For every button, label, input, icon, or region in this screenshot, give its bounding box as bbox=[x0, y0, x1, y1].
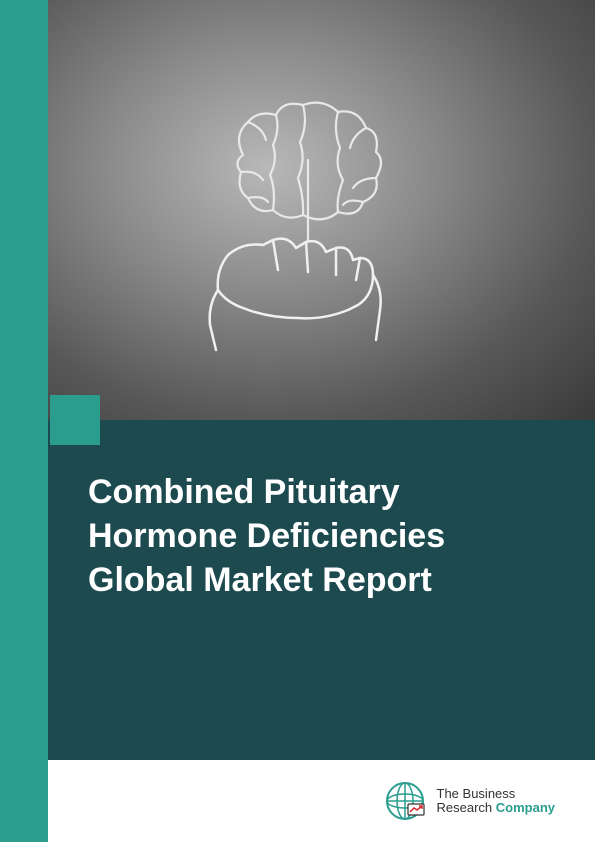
title-line-1: Combined Pituitary bbox=[88, 470, 555, 514]
title-line-3: Global Market Report bbox=[88, 558, 555, 602]
logo-text-line-2: Research Company bbox=[437, 801, 555, 815]
logo-globe-icon bbox=[383, 779, 427, 823]
report-cover: Combined Pituitary Hormone Deficiencies … bbox=[0, 0, 595, 842]
logo-word-the: The bbox=[437, 786, 463, 801]
hero-image-section bbox=[0, 0, 595, 420]
logo-text: The Business Research Company bbox=[437, 787, 555, 816]
report-title: Combined Pituitary Hormone Deficiencies … bbox=[88, 470, 555, 603]
logo-word-research: Research bbox=[437, 800, 496, 815]
left-accent-bar bbox=[0, 0, 48, 842]
logo-word-business: Business bbox=[463, 786, 516, 801]
company-logo: The Business Research Company bbox=[383, 779, 555, 823]
accent-square bbox=[50, 395, 100, 445]
logo-word-company: Company bbox=[496, 800, 555, 815]
title-line-2: Hormone Deficiencies bbox=[88, 514, 555, 558]
logo-text-line-1: The Business bbox=[437, 787, 555, 801]
brain-hand-illustration bbox=[148, 60, 448, 360]
logo-section: The Business Research Company bbox=[48, 760, 595, 842]
title-panel: Combined Pituitary Hormone Deficiencies … bbox=[48, 420, 595, 760]
